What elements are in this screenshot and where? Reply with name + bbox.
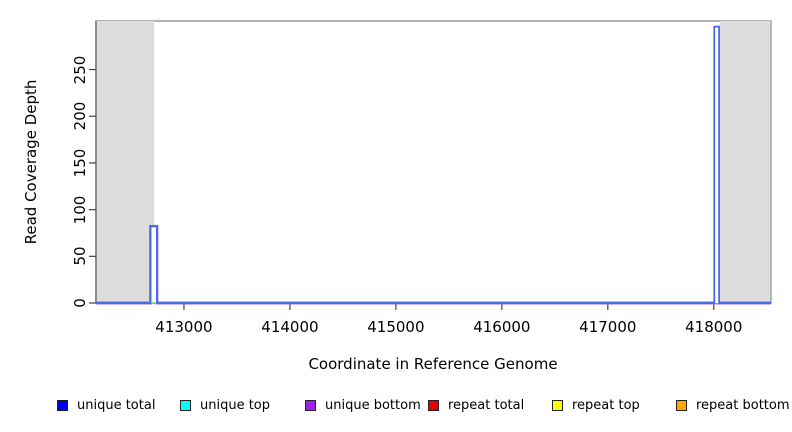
y-axis-title: Read Coverage Depth (22, 79, 40, 245)
legend-swatch (552, 400, 563, 411)
legend-swatch (428, 400, 439, 411)
masked-region (719, 21, 771, 303)
legend-swatch (57, 400, 68, 411)
y-tick-label: 100 (71, 195, 89, 224)
legend-label: repeat total (448, 398, 525, 413)
masked-region (96, 21, 155, 303)
legend-swatch (676, 400, 687, 411)
plot-box (95, 20, 772, 304)
legend-swatch (180, 400, 191, 411)
legend-label: repeat bottom (696, 398, 790, 413)
x-tick-label: 415000 (367, 318, 425, 336)
x-tick-label: 414000 (261, 318, 319, 336)
x-tick-label: 413000 (155, 318, 213, 336)
legend-label: repeat top (572, 398, 640, 413)
legend-swatch (305, 400, 316, 411)
x-tick-label: 417000 (579, 318, 637, 336)
y-tick-label: 50 (71, 246, 89, 266)
y-tick-label: 0 (71, 298, 89, 308)
x-tick-label: 416000 (473, 318, 531, 336)
legend-label: unique top (200, 398, 271, 413)
x-axis-title: Coordinate in Reference Genome (308, 355, 558, 373)
y-tick-label: 150 (71, 148, 89, 178)
legend-label: unique bottom (325, 398, 421, 413)
legend: unique total unique top unique bottom repea… (0, 395, 792, 419)
y-tick-label: 200 (71, 101, 89, 131)
legend-label: unique total (77, 398, 156, 413)
y-tick-label: 250 (71, 55, 89, 84)
series-unique-total (96, 25, 771, 304)
x-tick-label: 418000 (685, 318, 743, 336)
series-unique-bottom (96, 224, 771, 305)
